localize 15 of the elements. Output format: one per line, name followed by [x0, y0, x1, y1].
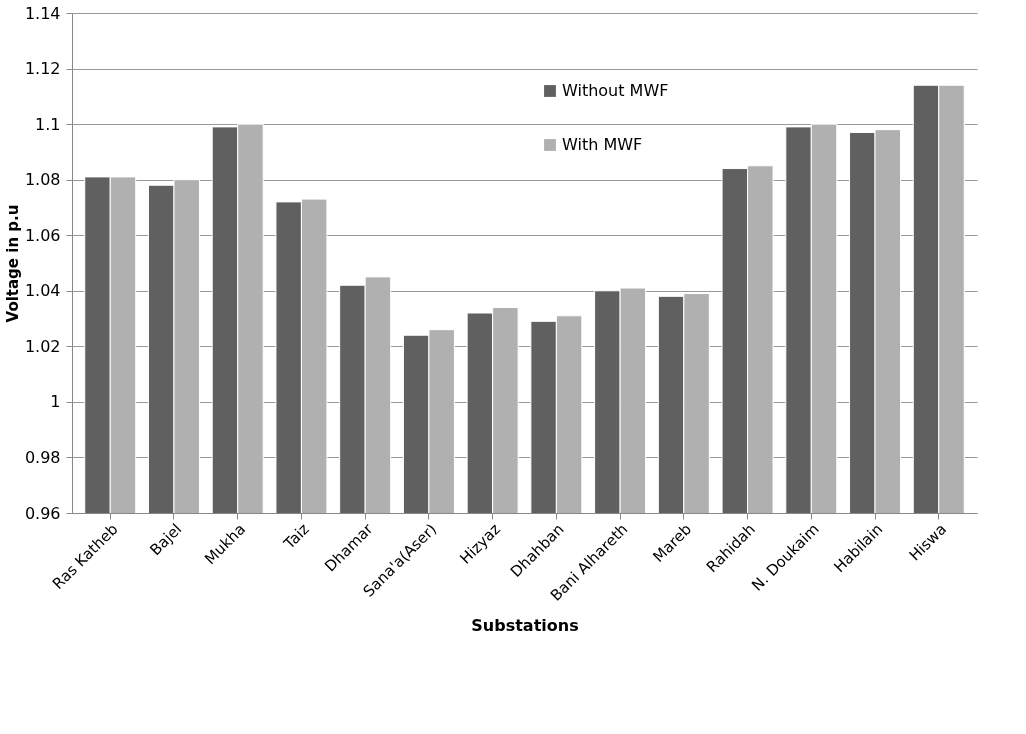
y-tick-label: 1.06: [24, 225, 61, 245]
y-tick-label: 1.04: [24, 281, 61, 301]
x-tick-label: Taiz: [279, 520, 313, 554]
y-tick-label: 1.02: [24, 336, 61, 356]
y-tick-label: 0.96: [24, 503, 61, 523]
y-tick-label: 1.14: [24, 3, 61, 23]
y-tick-label: 1: [50, 392, 61, 412]
x-axis-title: Substations: [471, 615, 579, 635]
legend-label: With MWF: [562, 135, 643, 154]
y-tick-label: 1.12: [24, 59, 61, 79]
y-tick-label: 1.08: [24, 170, 61, 190]
y-tick-label: 1.1: [35, 114, 61, 134]
y-axis-title: Voltage in p.u: [3, 204, 22, 323]
legend-label: Without MWF: [562, 81, 669, 100]
y-tick-label: 0.98: [24, 447, 61, 467]
